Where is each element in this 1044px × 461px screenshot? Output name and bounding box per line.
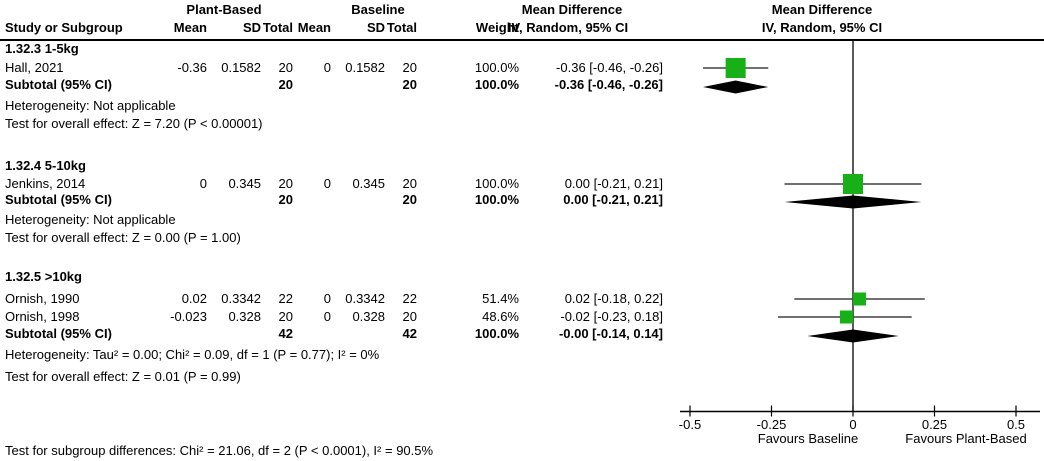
weight-value: 51.4%: [482, 291, 519, 306]
effect-square: [853, 292, 867, 306]
ci-text: 0.00 [-0.21, 0.21]: [564, 176, 663, 191]
weight-value: 48.6%: [482, 309, 519, 324]
mean-difference-stats-header: Mean Difference: [521, 2, 623, 17]
subtotal-diamond: [784, 195, 922, 209]
subtotal-diamond: [703, 80, 769, 94]
mean-difference-plot-header: Mean Difference: [771, 2, 873, 17]
treatment-sd-header: SD: [242, 20, 261, 35]
treatment-total: 20: [278, 176, 293, 191]
favours-right-label: Favours Plant-Based: [905, 431, 1027, 446]
ci-text: 0.02 [-0.18, 0.22]: [564, 291, 663, 306]
treatment-total-header: Total: [262, 20, 293, 35]
control-total: 20: [402, 309, 417, 324]
ci-plot-column-header: IV, Random, 95% CI: [761, 20, 883, 35]
effect-square: [843, 174, 863, 194]
ci-text: -0.00 [-0.14, 0.14]: [558, 326, 663, 341]
control-mean: 0: [323, 60, 331, 75]
weight-value: 100.0%: [474, 77, 519, 92]
study-label: Jenkins, 2014: [5, 176, 86, 191]
weight-value: 100.0%: [474, 176, 519, 191]
control-total: 20: [402, 192, 417, 207]
control-mean: 0: [323, 291, 331, 306]
weight-value: 100.0%: [474, 192, 519, 207]
ci-text: -0.02 [-0.23, 0.18]: [560, 309, 663, 324]
axis-tick-label: -0.5: [678, 417, 702, 432]
subgroup-title: 1.32.3 1-5kg: [5, 41, 79, 56]
control-sd: 0.328: [352, 309, 385, 324]
treatment-mean: -0.36: [177, 60, 207, 75]
control-sd-header: SD: [366, 20, 385, 35]
control-total: 20: [402, 77, 417, 92]
subtotal-label: Subtotal (95% CI): [5, 77, 112, 92]
treatment-total: 20: [278, 309, 293, 324]
control-total: 20: [402, 60, 417, 75]
control-mean: 0: [323, 176, 331, 191]
control-mean-header: Mean: [297, 20, 331, 35]
favours-left-label: Favours Baseline: [757, 431, 859, 446]
control-sd: 0.1582: [345, 60, 385, 75]
control-total-header: Total: [386, 20, 417, 35]
weight-value: 100.0%: [474, 326, 519, 341]
control-sd: 0.345: [352, 176, 385, 191]
treatment-total: 20: [278, 77, 293, 92]
treatment-total: 22: [278, 291, 293, 306]
treatment-mean: -0.023: [170, 309, 207, 324]
control-total: 20: [402, 176, 417, 191]
study-column-header: Study or Subgroup: [5, 20, 123, 35]
subtotal-label: Subtotal (95% CI): [5, 326, 112, 341]
axis-tick-label: 0: [849, 417, 857, 432]
subgroup-title: 1.32.5 >10kg: [5, 269, 82, 284]
control-mean: 0: [323, 309, 331, 324]
heterogeneity-text: Heterogeneity: Not applicable: [5, 212, 176, 227]
weight-value: 100.0%: [474, 60, 519, 75]
axis-tick-label: 0.5: [1006, 417, 1026, 432]
treatment-sd: 0.328: [228, 309, 261, 324]
subtotal-diamond: [807, 329, 899, 343]
treatment-sd: 0.1582: [221, 60, 261, 75]
subgroup-differences-test: Test for subgroup differences: Chi² = 21…: [5, 443, 434, 458]
weight-column-header: Weight: [475, 20, 519, 35]
control-group-header: Baseline: [351, 2, 405, 17]
control-total: 22: [402, 291, 417, 306]
treatment-total: 20: [278, 60, 293, 75]
treatment-sd: 0.345: [228, 176, 261, 191]
study-label: Hall, 2021: [5, 60, 64, 75]
subgroup-title: 1.32.4 5-10kg: [5, 158, 86, 173]
ci-stats-column-header: IV, Random, 95% CI: [507, 20, 629, 35]
heterogeneity-text: Heterogeneity: Not applicable: [5, 98, 176, 113]
study-label: Ornish, 1990: [5, 291, 80, 306]
axis-tick-label: 0.25: [921, 417, 948, 432]
treatment-total: 20: [278, 192, 293, 207]
heterogeneity-text: Heterogeneity: Tau² = 0.00; Chi² = 0.09,…: [5, 347, 380, 362]
overall-effect-text: Test for overall effect: Z = 0.01 (P = 0…: [5, 369, 241, 384]
treatment-group-header: Plant-Based: [186, 2, 262, 17]
ci-text: 0.00 [-0.21, 0.21]: [563, 192, 663, 207]
ci-text: -0.36 [-0.46, -0.26]: [556, 60, 663, 75]
treatment-mean: 0.02: [181, 291, 207, 306]
subtotal-label: Subtotal (95% CI): [5, 192, 112, 207]
treatment-mean: 0: [199, 176, 207, 191]
effect-square: [839, 310, 853, 324]
control-sd: 0.3342: [345, 291, 385, 306]
treatment-mean-header: Mean: [173, 20, 207, 35]
overall-effect-text: Test for overall effect: Z = 7.20 (P < 0…: [5, 116, 263, 131]
effect-square: [725, 58, 746, 78]
treatment-sd: 0.3342: [221, 291, 261, 306]
ci-text: -0.36 [-0.46, -0.26]: [554, 77, 663, 92]
study-label: Ornish, 1998: [5, 309, 80, 324]
axis-tick-label: -0.25: [756, 417, 787, 432]
header-rule: [0, 39, 1044, 41]
overall-effect-text: Test for overall effect: Z = 0.00 (P = 1…: [5, 230, 241, 245]
treatment-total: 42: [278, 326, 293, 341]
control-total: 42: [402, 326, 417, 341]
